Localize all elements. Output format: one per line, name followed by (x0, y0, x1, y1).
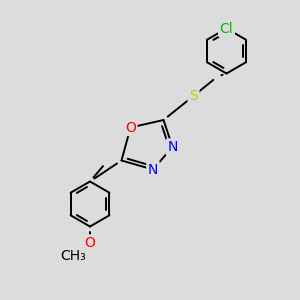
Text: O: O (85, 236, 95, 250)
Text: N: N (167, 140, 178, 154)
Text: N: N (148, 163, 158, 176)
Text: CH₃: CH₃ (61, 250, 86, 263)
Text: O: O (125, 121, 136, 134)
Text: S: S (189, 89, 198, 103)
Text: Cl: Cl (220, 22, 233, 35)
